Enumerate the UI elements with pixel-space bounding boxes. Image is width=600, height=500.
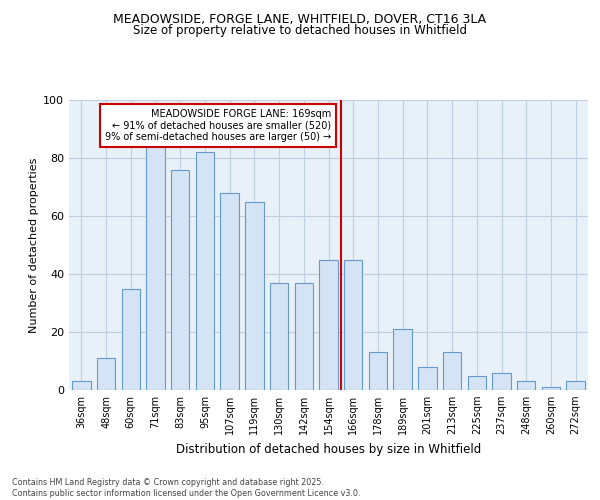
Bar — [492, 372, 511, 390]
Bar — [270, 282, 289, 390]
Bar — [467, 376, 486, 390]
Bar — [196, 152, 214, 390]
Bar — [72, 382, 91, 390]
Text: MEADOWSIDE, FORGE LANE, WHITFIELD, DOVER, CT16 3LA: MEADOWSIDE, FORGE LANE, WHITFIELD, DOVER… — [113, 12, 487, 26]
Bar — [443, 352, 461, 390]
Bar — [146, 146, 165, 390]
Bar — [295, 282, 313, 390]
Bar — [220, 193, 239, 390]
Bar — [517, 382, 535, 390]
Text: Contains HM Land Registry data © Crown copyright and database right 2025.
Contai: Contains HM Land Registry data © Crown c… — [12, 478, 361, 498]
Y-axis label: Number of detached properties: Number of detached properties — [29, 158, 39, 332]
Bar — [245, 202, 263, 390]
Bar — [368, 352, 387, 390]
X-axis label: Distribution of detached houses by size in Whitfield: Distribution of detached houses by size … — [176, 442, 481, 456]
Bar — [566, 382, 585, 390]
Text: MEADOWSIDE FORGE LANE: 169sqm
← 91% of detached houses are smaller (520)
9% of s: MEADOWSIDE FORGE LANE: 169sqm ← 91% of d… — [105, 108, 331, 142]
Bar — [171, 170, 190, 390]
Bar — [542, 387, 560, 390]
Bar — [319, 260, 338, 390]
Bar — [122, 288, 140, 390]
Bar — [418, 367, 437, 390]
Text: Size of property relative to detached houses in Whitfield: Size of property relative to detached ho… — [133, 24, 467, 37]
Bar — [394, 329, 412, 390]
Bar — [344, 260, 362, 390]
Bar — [97, 358, 115, 390]
